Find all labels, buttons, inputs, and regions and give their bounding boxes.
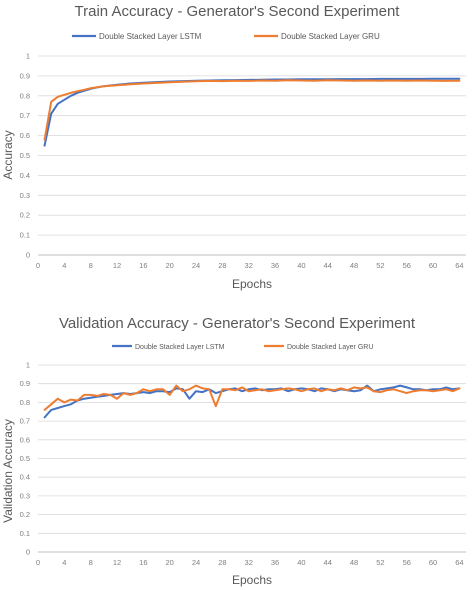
x-tick-label: 8 — [89, 558, 93, 567]
x-tick-label: 44 — [324, 558, 332, 567]
x-tick-label: 32 — [245, 558, 253, 567]
x-tick-label: 32 — [245, 261, 253, 270]
y-tick-label: 0.8 — [20, 91, 30, 100]
x-tick-label: 44 — [324, 261, 332, 270]
series-line-gru — [43, 384, 461, 411]
train-accuracy-chart: Train Accuracy - Generator's Second Expe… — [1, 3, 466, 291]
y-tick-label: 0.9 — [20, 71, 30, 80]
x-tick-label: 16 — [139, 261, 147, 270]
x-tick-label: 28 — [218, 261, 226, 270]
x-tick-label: 40 — [297, 261, 305, 270]
x-axis-title: Epochs — [232, 573, 272, 587]
x-tick-label: 60 — [429, 261, 437, 270]
y-tick-label: 0.1 — [20, 231, 30, 240]
series-lines — [43, 77, 461, 147]
y-tick-label: 0.3 — [20, 491, 30, 500]
x-tick-label: 56 — [403, 558, 411, 567]
legend-label-gru: Double Stacked Layer GRU — [281, 32, 380, 41]
grid-lines — [38, 55, 466, 256]
x-tick-label: 12 — [113, 558, 121, 567]
y-tick-label: 0.5 — [20, 151, 30, 160]
x-axis-title: Epochs — [232, 277, 272, 291]
x-tick-label: 20 — [166, 261, 174, 270]
x-tick-labels: 0 4 8 12 16 20 24 28 32 36 40 44 48 52 56 60 64 — [36, 261, 464, 270]
y-tick-label: 1 — [26, 52, 30, 61]
y-tick-label: 0.9 — [20, 379, 30, 388]
y-tick-label: 0.7 — [20, 417, 30, 426]
x-tick-label: 4 — [62, 261, 66, 270]
y-tick-label: 0.4 — [20, 473, 30, 482]
y-tick-label: 0.2 — [20, 510, 30, 519]
y-axis-title: Validation Accuracy — [1, 419, 15, 523]
x-tick-labels: 0 4 8 12 16 20 24 28 32 36 40 44 48 52 56 60 64 — [36, 558, 464, 567]
x-tick-label: 0 — [36, 558, 40, 567]
y-tick-label: 0 — [26, 548, 30, 557]
x-tick-label: 52 — [376, 558, 384, 567]
y-tick-label: 0.5 — [20, 454, 30, 463]
y-tick-label: 0.8 — [20, 398, 30, 407]
x-tick-label: 8 — [89, 261, 93, 270]
x-tick-label: 24 — [192, 261, 200, 270]
y-axis-title: Accuracy — [1, 130, 15, 179]
x-tick-label: 52 — [376, 261, 384, 270]
x-tick-label: 64 — [455, 558, 463, 567]
series-line-gru — [43, 79, 461, 141]
series-line-lstm — [43, 384, 461, 419]
x-tick-label: 12 — [113, 261, 121, 270]
x-tick-label: 28 — [218, 558, 226, 567]
y-tick-label: 0 — [26, 251, 30, 260]
x-tick-label: 48 — [350, 558, 358, 567]
x-tick-label: 20 — [166, 558, 174, 567]
x-tick-label: 56 — [403, 261, 411, 270]
y-tick-label: 0.4 — [20, 171, 30, 180]
x-tick-label: 36 — [271, 261, 279, 270]
y-tick-labels: 0 0.1 0.2 0.3 0.4 0.5 0.6 0.7 0.8 0.9 1 — [20, 52, 30, 260]
y-tick-label: 0.7 — [20, 111, 30, 120]
validation-accuracy-chart: Validation Accuracy - Generator's Second… — [1, 315, 466, 587]
x-tick-label: 48 — [350, 261, 358, 270]
x-tick-label: 16 — [139, 558, 147, 567]
y-tick-labels: 0 0.1 0.2 0.3 0.4 0.5 0.6 0.7 0.8 0.9 1 — [20, 361, 30, 557]
x-tick-label: 36 — [271, 558, 279, 567]
x-tick-label: 24 — [192, 558, 200, 567]
chart-title: Train Accuracy - Generator's Second Expe… — [75, 3, 401, 20]
x-tick-label: 64 — [455, 261, 463, 270]
y-tick-label: 0.6 — [20, 131, 30, 140]
legend: Double Stacked Layer LSTM Double Stacked… — [112, 344, 373, 351]
y-tick-label: 0.3 — [20, 191, 30, 200]
legend-label-gru: Double Stacked Layer GRU — [287, 344, 373, 351]
x-tick-label: 0 — [36, 261, 40, 270]
legend: Double Stacked Layer LSTM Double Stacked… — [72, 32, 380, 41]
x-tick-label: 40 — [297, 558, 305, 567]
y-tick-label: 0.6 — [20, 435, 30, 444]
x-tick-label: 4 — [62, 558, 66, 567]
legend-label-lstm: Double Stacked Layer LSTM — [135, 344, 225, 351]
x-tick-label: 60 — [429, 558, 437, 567]
chart-title: Validation Accuracy - Generator's Second… — [59, 315, 416, 332]
legend-label-lstm: Double Stacked Layer LSTM — [99, 32, 202, 41]
y-tick-label: 0.1 — [20, 529, 30, 538]
y-tick-label: 1 — [26, 361, 30, 370]
y-tick-label: 0.2 — [20, 211, 30, 220]
grid-lines — [38, 364, 466, 553]
series-lines — [43, 384, 461, 419]
